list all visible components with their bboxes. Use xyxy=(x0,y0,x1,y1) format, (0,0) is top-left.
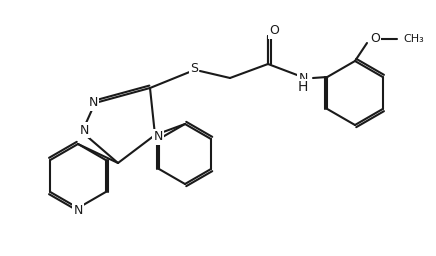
Text: H: H xyxy=(298,80,308,94)
Text: O: O xyxy=(269,25,279,37)
Text: N: N xyxy=(89,97,98,110)
Text: N: N xyxy=(298,71,308,84)
Text: N: N xyxy=(153,131,163,144)
Text: N: N xyxy=(73,204,83,217)
Text: O: O xyxy=(370,33,380,46)
Text: S: S xyxy=(190,61,198,74)
Text: N: N xyxy=(79,123,89,136)
Text: CH₃: CH₃ xyxy=(403,34,424,44)
